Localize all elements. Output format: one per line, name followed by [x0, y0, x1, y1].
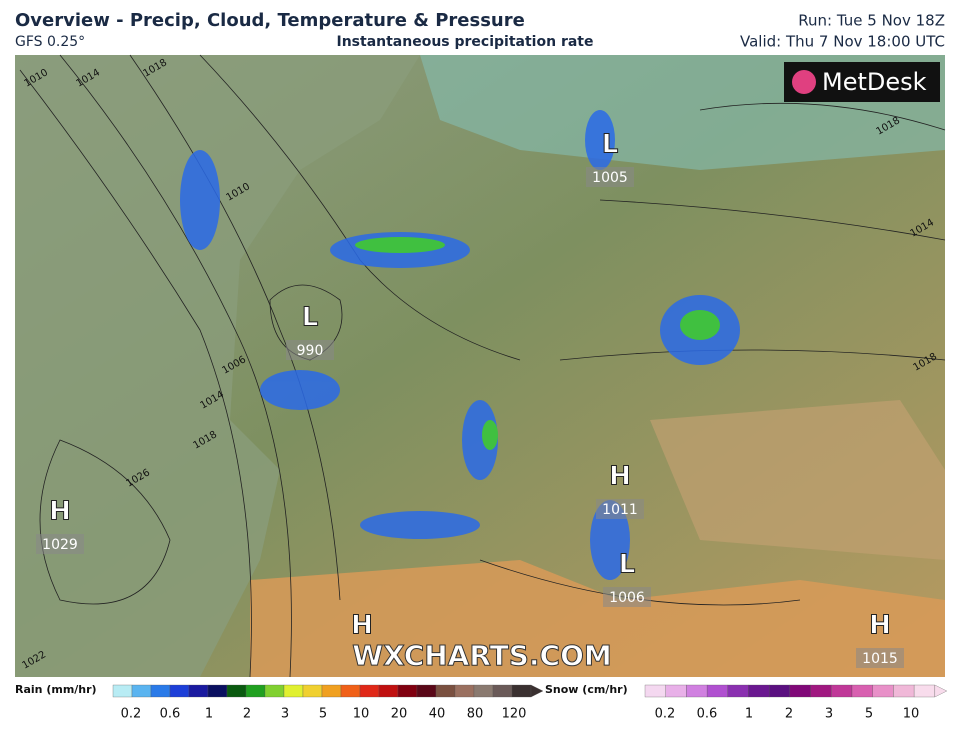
- legend-swatch: [893, 684, 915, 698]
- legend-swatch: [511, 684, 532, 698]
- model: GFS 0.25°: [15, 34, 85, 50]
- legend-tick: 120: [502, 707, 527, 722]
- title: Overview - Precip, Cloud, Temperature & …: [15, 10, 525, 31]
- legend-swatch: [644, 684, 666, 698]
- legend-tick: 2: [785, 707, 793, 722]
- legend-swatch: [435, 684, 456, 698]
- pressure-symbol: H: [351, 611, 373, 641]
- north-africa: [250, 560, 945, 677]
- pressure-box: [36, 534, 84, 554]
- pressure-box: [586, 167, 634, 187]
- legend-swatch: [207, 684, 228, 698]
- legend-tick: 3: [281, 707, 289, 722]
- map: MetDesk WXCHARTS.COM: [15, 54, 946, 678]
- pressure-symbol: L: [619, 550, 636, 580]
- legend-title: Rain (mm/hr): [15, 683, 97, 696]
- legend-swatch: [769, 684, 791, 698]
- legend-swatch: [473, 684, 494, 698]
- legend-swatch: [851, 684, 873, 698]
- legend-swatch: [492, 684, 513, 698]
- legend-tick: 80: [467, 707, 484, 722]
- legend-swatch: [302, 684, 323, 698]
- legend-swatch: [748, 684, 770, 698]
- legend-swatch: [169, 684, 190, 698]
- legend-swatch: [321, 684, 342, 698]
- legend-tick: 10: [903, 707, 920, 722]
- pressure-value: 1005: [592, 170, 628, 186]
- legend-swatch: [872, 684, 894, 698]
- pressure-value: 990: [297, 343, 324, 359]
- legend-swatch: [397, 684, 418, 698]
- legend-tick: 40: [429, 707, 446, 722]
- pressure-symbol: H: [49, 497, 71, 527]
- legend-swatch: [665, 684, 687, 698]
- legend-tick: 1: [205, 707, 213, 722]
- pressure-symbol: L: [302, 303, 319, 333]
- legend-swatch: [831, 684, 853, 698]
- pressure-value: 1029: [42, 537, 78, 553]
- legend-arrow: [934, 684, 948, 698]
- legend-swatch: [112, 684, 133, 698]
- legend-tick: 2: [243, 707, 251, 722]
- legend-swatch: [378, 684, 399, 698]
- legend-swatch: [150, 684, 171, 698]
- subtitle: Instantaneous precipitation rate: [337, 34, 594, 50]
- pressure-symbol: L: [602, 130, 619, 160]
- legend-swatch: [264, 684, 285, 698]
- legend-swatch: [913, 684, 935, 698]
- valid: Valid: Thu 7 Nov 18:00 UTC: [740, 33, 945, 51]
- legend-swatch: [226, 684, 247, 698]
- legend-swatch: [245, 684, 266, 698]
- legend-tick: 0.6: [697, 707, 718, 722]
- watermark: WXCHARTS.COM: [352, 639, 612, 672]
- legend-tick: 5: [319, 707, 327, 722]
- legend-swatch: [340, 684, 361, 698]
- pressure-symbol: H: [609, 462, 631, 492]
- turkey: [650, 400, 945, 560]
- pressure-value: 1006: [609, 590, 645, 606]
- legend-swatch: [727, 684, 749, 698]
- pressure-box: [603, 587, 651, 607]
- legend-tick: 20: [391, 707, 408, 722]
- pressure-symbol: H: [869, 611, 891, 641]
- legend-tick: 0.2: [121, 707, 142, 722]
- legend-swatch: [789, 684, 811, 698]
- precipitation-heavy: [355, 237, 720, 450]
- logo: MetDesk: [822, 68, 927, 96]
- legend-tick: 10: [353, 707, 370, 722]
- legend-tick: 5: [865, 707, 873, 722]
- pressure-box: [596, 499, 644, 519]
- legend-tick: 1: [745, 707, 753, 722]
- precipitation: [180, 110, 740, 580]
- pressure-box: [286, 340, 334, 360]
- legend-tick: 0.2: [655, 707, 676, 722]
- legend-swatch: [131, 684, 152, 698]
- legend-tick: 3: [825, 707, 833, 722]
- pressure-value: 1015: [862, 651, 898, 667]
- legend-swatch: [706, 684, 728, 698]
- pressure-box: [856, 648, 904, 668]
- logo-mark: [792, 70, 816, 94]
- legend-swatch: [454, 684, 475, 698]
- legend-title: Snow (cm/hr): [545, 683, 628, 696]
- legend-arrow: [530, 684, 544, 698]
- legend-swatch: [686, 684, 708, 698]
- pressure-value: 1011: [602, 502, 638, 518]
- run: Run: Tue 5 Nov 18Z: [798, 12, 945, 30]
- legend-swatch: [283, 684, 304, 698]
- legend-tick: 0.6: [160, 707, 181, 722]
- legend-swatch: [188, 684, 209, 698]
- legend-swatch: [416, 684, 437, 698]
- atlantic: [15, 55, 420, 677]
- legend-swatch: [359, 684, 380, 698]
- legend-swatch: [810, 684, 832, 698]
